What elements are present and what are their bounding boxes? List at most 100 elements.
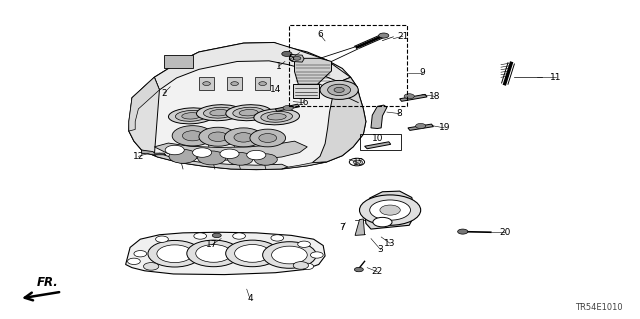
Circle shape — [209, 132, 228, 141]
Circle shape — [259, 82, 266, 85]
Polygon shape — [154, 141, 307, 160]
Text: 13: 13 — [385, 239, 396, 248]
Circle shape — [194, 233, 207, 239]
Circle shape — [220, 149, 239, 159]
Polygon shape — [164, 55, 193, 68]
Polygon shape — [255, 77, 270, 90]
Circle shape — [293, 262, 308, 269]
Circle shape — [271, 246, 307, 264]
Circle shape — [283, 105, 293, 110]
Ellipse shape — [168, 108, 214, 124]
Circle shape — [298, 241, 310, 248]
Ellipse shape — [196, 105, 242, 121]
Text: 21: 21 — [397, 32, 408, 41]
Ellipse shape — [175, 110, 207, 121]
Polygon shape — [129, 42, 366, 170]
Circle shape — [199, 127, 237, 146]
Text: 9: 9 — [419, 68, 425, 77]
Circle shape — [262, 242, 316, 268]
Ellipse shape — [267, 114, 286, 120]
Ellipse shape — [226, 105, 271, 121]
Circle shape — [301, 263, 314, 270]
Ellipse shape — [182, 113, 201, 119]
Circle shape — [360, 195, 420, 225]
Ellipse shape — [233, 107, 264, 118]
Text: 3: 3 — [378, 245, 383, 254]
Ellipse shape — [254, 109, 300, 125]
Ellipse shape — [239, 109, 258, 116]
Circle shape — [169, 149, 197, 163]
Text: 2: 2 — [161, 89, 166, 98]
Circle shape — [235, 245, 270, 262]
Polygon shape — [125, 232, 325, 275]
Circle shape — [379, 33, 389, 38]
Circle shape — [172, 126, 213, 146]
Text: 18: 18 — [429, 92, 440, 101]
Circle shape — [225, 128, 262, 147]
Polygon shape — [154, 42, 351, 90]
Circle shape — [373, 217, 392, 227]
Circle shape — [259, 134, 276, 142]
Bar — [360, 134, 401, 150]
Circle shape — [234, 133, 253, 142]
Circle shape — [250, 129, 285, 147]
Polygon shape — [282, 162, 326, 169]
Circle shape — [226, 240, 279, 267]
Circle shape — [212, 233, 221, 238]
Circle shape — [293, 56, 301, 60]
Polygon shape — [289, 55, 304, 62]
Polygon shape — [365, 191, 415, 229]
Text: 1: 1 — [276, 62, 282, 71]
Circle shape — [127, 258, 140, 264]
Circle shape — [182, 131, 203, 141]
Circle shape — [320, 80, 358, 100]
Circle shape — [334, 87, 344, 93]
Polygon shape — [399, 94, 427, 101]
Circle shape — [415, 123, 426, 129]
Circle shape — [228, 152, 253, 165]
Text: 10: 10 — [372, 134, 383, 144]
Polygon shape — [312, 77, 366, 163]
Text: TR54E1010: TR54E1010 — [575, 303, 623, 312]
Polygon shape — [199, 77, 214, 90]
Circle shape — [271, 235, 284, 241]
Circle shape — [458, 229, 468, 234]
Circle shape — [328, 84, 351, 96]
Text: 15: 15 — [353, 158, 364, 167]
Text: 16: 16 — [298, 98, 310, 107]
Text: 8: 8 — [397, 109, 403, 118]
Text: 5: 5 — [289, 54, 294, 63]
Polygon shape — [355, 219, 365, 235]
Ellipse shape — [261, 111, 292, 122]
Polygon shape — [408, 124, 433, 130]
Text: 4: 4 — [247, 294, 253, 303]
Circle shape — [380, 205, 400, 215]
Text: 17: 17 — [206, 241, 218, 249]
Circle shape — [143, 263, 159, 270]
Text: 6: 6 — [317, 30, 323, 39]
Circle shape — [282, 51, 292, 56]
Circle shape — [196, 245, 232, 262]
Polygon shape — [129, 77, 159, 156]
Circle shape — [246, 150, 266, 160]
Text: FR.: FR. — [36, 276, 58, 288]
Text: 19: 19 — [438, 123, 450, 132]
Circle shape — [134, 250, 147, 257]
Circle shape — [148, 241, 202, 267]
Polygon shape — [141, 150, 166, 155]
Circle shape — [198, 151, 226, 165]
Polygon shape — [365, 142, 391, 149]
Polygon shape — [293, 84, 319, 98]
Circle shape — [165, 145, 184, 155]
Circle shape — [355, 267, 364, 272]
Polygon shape — [275, 104, 300, 111]
Circle shape — [353, 160, 361, 164]
Circle shape — [231, 82, 239, 85]
Circle shape — [404, 94, 414, 99]
Polygon shape — [371, 105, 387, 129]
Text: 14: 14 — [269, 85, 281, 94]
Circle shape — [310, 252, 323, 258]
Text: 22: 22 — [372, 267, 383, 276]
Ellipse shape — [204, 107, 235, 118]
Circle shape — [370, 200, 410, 220]
